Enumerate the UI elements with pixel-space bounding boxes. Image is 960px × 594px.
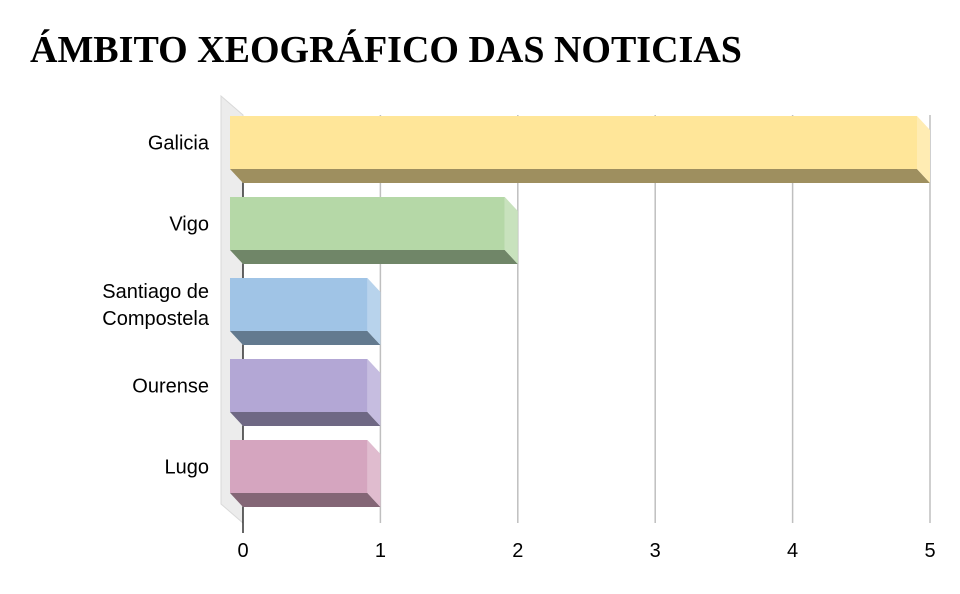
- bar-end-face: [367, 440, 381, 507]
- x-tick-label: 1: [375, 540, 386, 562]
- category-label: Galicia: [148, 133, 210, 155]
- x-axis-tick-labels: 0 1 2 3 4 5: [237, 540, 935, 562]
- bar-front-face: [230, 197, 505, 250]
- bar-depth-face: [230, 250, 518, 264]
- x-tick-label: 5: [924, 540, 935, 562]
- x-tick-label: 4: [787, 540, 798, 562]
- bar: [230, 116, 930, 183]
- bar: [230, 197, 518, 264]
- bar-depth-face: [230, 169, 930, 183]
- bar: [230, 278, 381, 345]
- bar-front-face: [230, 116, 917, 169]
- category-label: Vigo: [169, 214, 209, 236]
- x-tick-label: 2: [512, 540, 523, 562]
- bar-front-face: [230, 440, 368, 493]
- bar: [230, 359, 381, 426]
- category-labels: Galicia Vigo Santiago de Compostela Ourense L…: [102, 133, 210, 479]
- bar-front-face: [230, 359, 368, 412]
- category-label: Santiago de Compostela: [102, 281, 210, 330]
- bar-front-face: [230, 278, 368, 331]
- x-tick-label: 0: [237, 540, 248, 562]
- x-tick-label: 3: [650, 540, 661, 562]
- category-label: Ourense: [132, 376, 209, 398]
- bar-end-face: [367, 278, 381, 345]
- bars: [230, 116, 930, 507]
- bar: [230, 440, 381, 507]
- bar-depth-face: [230, 493, 381, 507]
- bar-end-face: [917, 116, 930, 183]
- bar-depth-face: [230, 412, 381, 426]
- bar-end-face: [504, 197, 518, 264]
- category-label: Lugo: [165, 457, 210, 479]
- bar-end-face: [367, 359, 381, 426]
- chart-title: ÁMBITO XEOGRÁFICO DAS NOTICIAS: [30, 29, 742, 71]
- bar-depth-face: [230, 331, 381, 345]
